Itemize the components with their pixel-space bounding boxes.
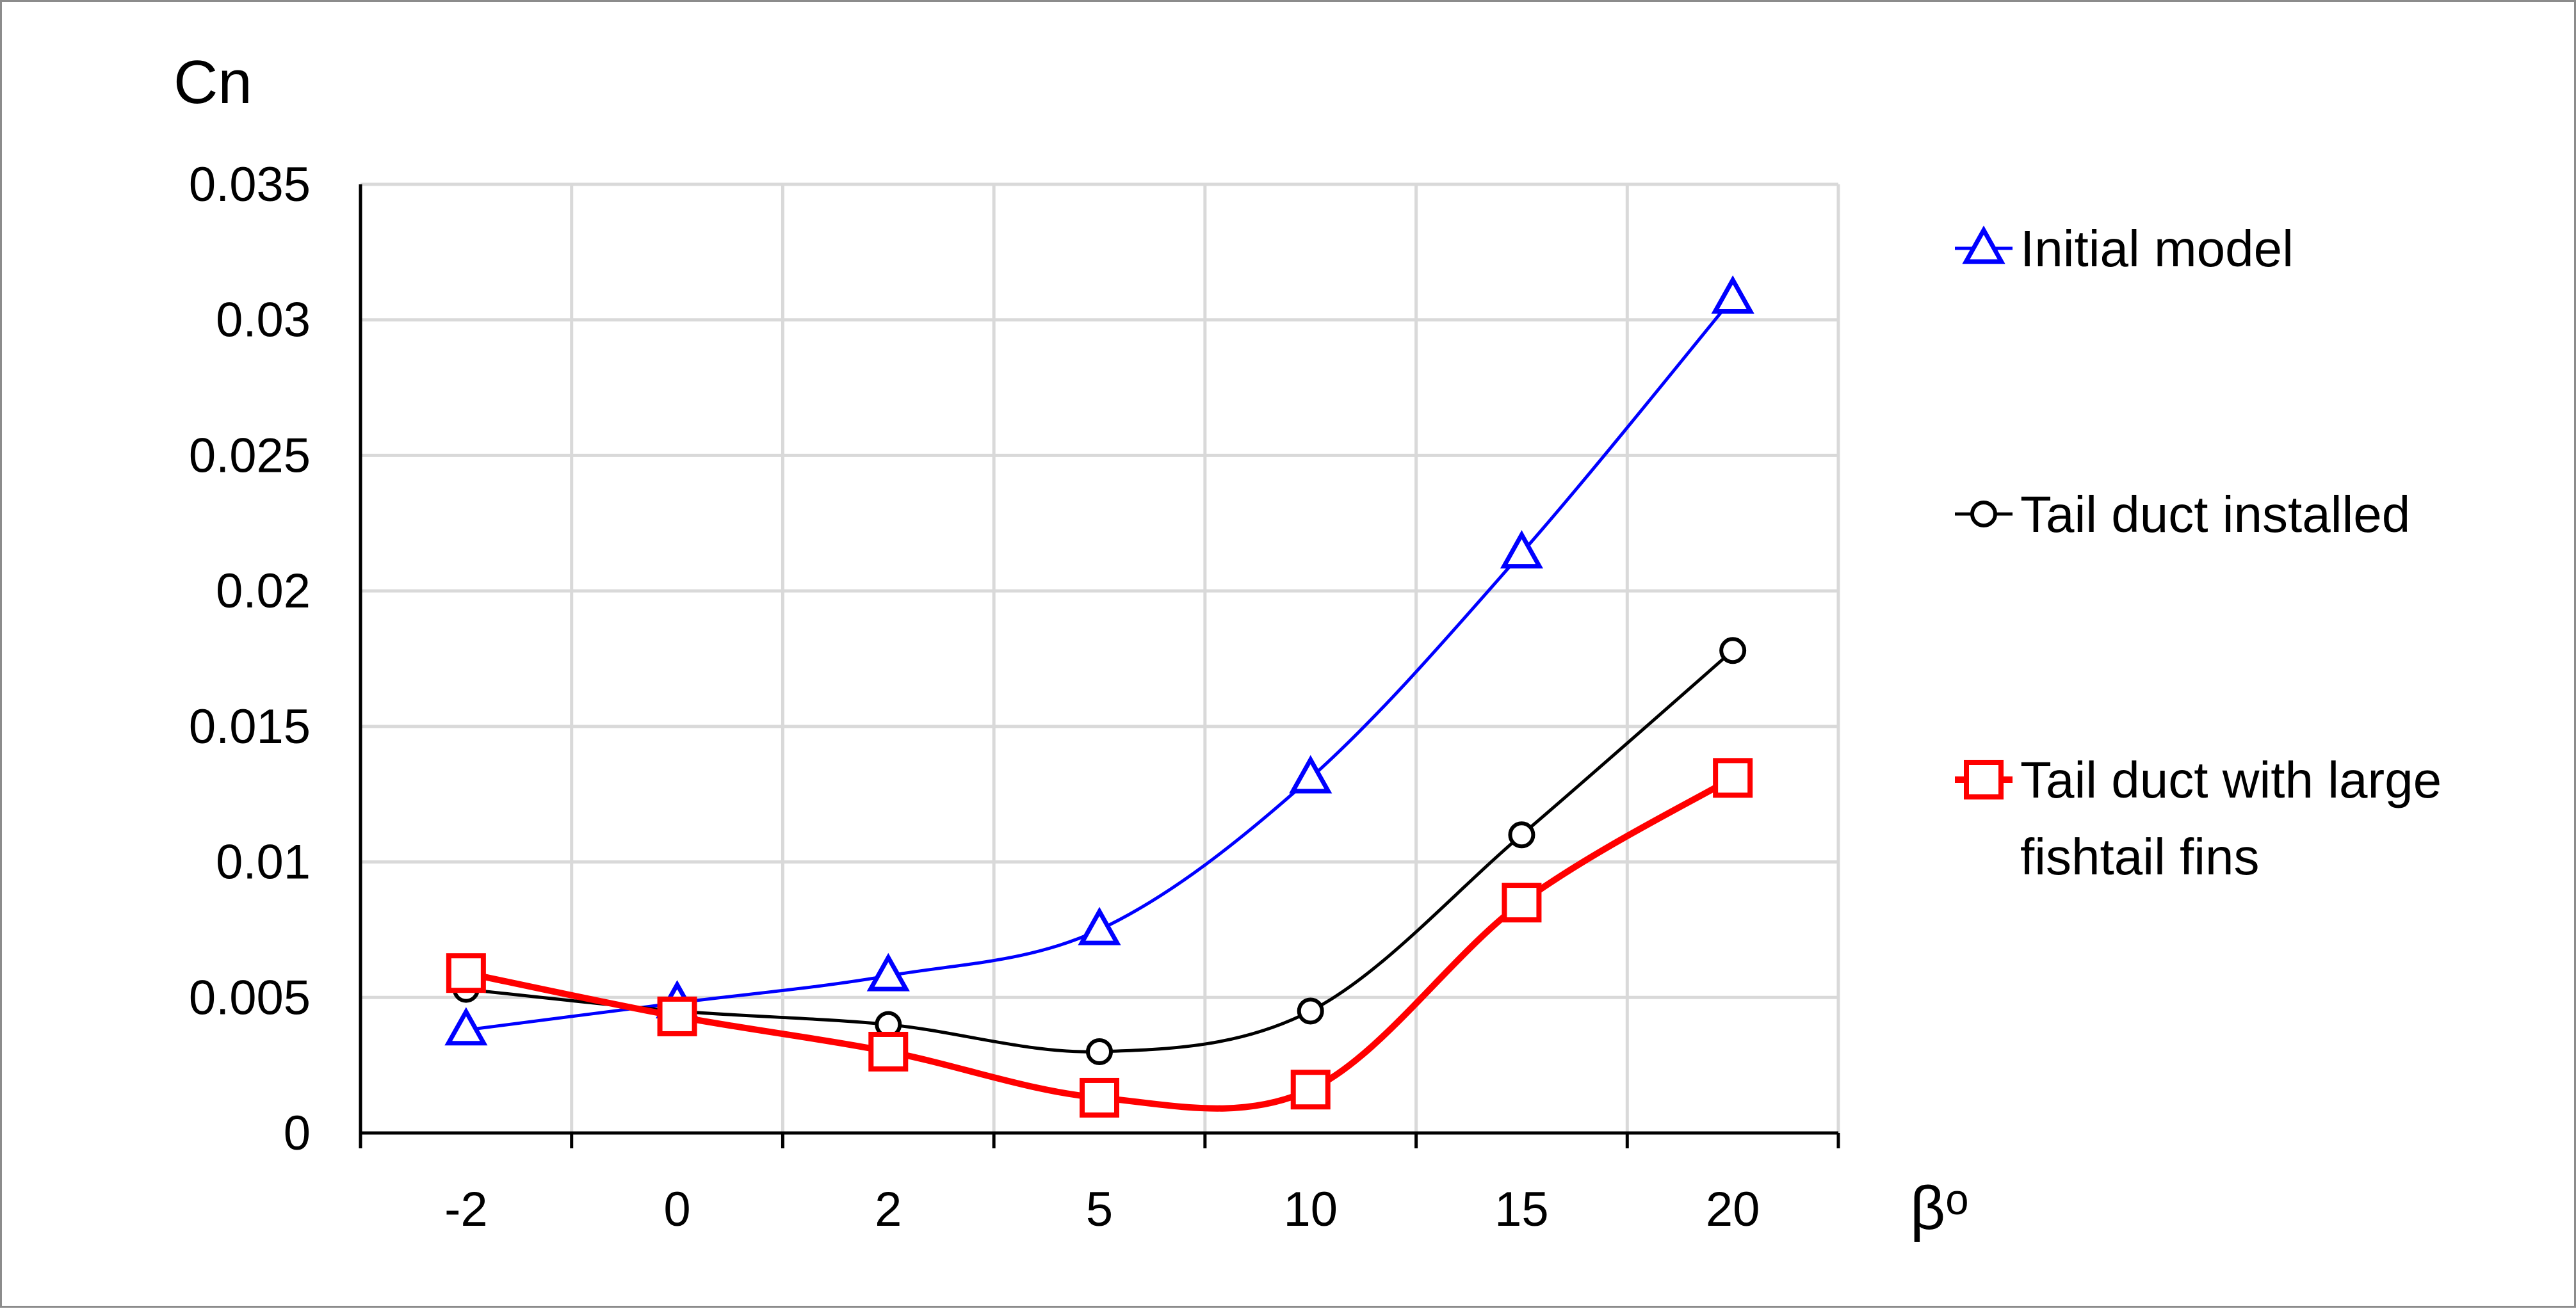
- legend-label: Tail duct with large fishtail fins: [2020, 751, 2442, 885]
- axis-layer: 0 0.005 0.01 0.015 0.02 0.025 0.03 0.035 -2 0 2 5 10…: [189, 157, 1840, 1237]
- data-point-triangle: [1500, 530, 1544, 569]
- data-point-square: [868, 1031, 909, 1072]
- data-point-square: [1290, 1070, 1331, 1110]
- data-point-square: [1713, 758, 1753, 798]
- data-point-triangle: [1078, 906, 1121, 945]
- x-tick-label: 10: [1283, 1182, 1338, 1237]
- data-point-circle: [1719, 637, 1747, 664]
- x-tick-label: 2: [875, 1182, 902, 1237]
- data-point-triangle: [1711, 275, 1754, 314]
- legend-marker: [1970, 501, 1997, 527]
- data-point-circle: [1086, 1038, 1113, 1065]
- y-tick-label: 0.005: [189, 970, 311, 1025]
- data-point-circle: [1508, 821, 1535, 849]
- series-line: [466, 649, 1734, 1054]
- y-tick-label: 0.025: [189, 428, 311, 483]
- legend-entry: Initial model: [1955, 220, 2294, 277]
- data-point-square: [657, 996, 697, 1036]
- y-tick-label: 0.03: [216, 293, 311, 348]
- legend-layer: Initial model Tail duct installed Tail duc…: [1955, 220, 2442, 885]
- y-tick-label: 0: [284, 1106, 311, 1160]
- data-point-square: [446, 953, 486, 993]
- legend-label: Tail duct installed: [2020, 486, 2410, 543]
- y-tick-label: 0.01: [216, 835, 311, 890]
- data-point-circle: [1297, 997, 1324, 1025]
- legend-entry: Tail duct installed: [1955, 486, 2410, 543]
- series-layer: [444, 275, 1754, 1118]
- legend-marker: [1962, 225, 2005, 264]
- series-circle: [452, 637, 1747, 1065]
- data-point-square: [1502, 883, 1542, 923]
- x-axis-title: βᵒ: [1910, 1174, 1968, 1242]
- series-triangle: [444, 275, 1754, 1046]
- legend-entry: Tail duct with large fishtail fins: [1955, 751, 2442, 885]
- y-tick-label: 0.015: [189, 700, 311, 754]
- x-tick-label: -2: [444, 1182, 488, 1237]
- data-point-square: [1080, 1077, 1119, 1118]
- legend-marker: [1964, 760, 2004, 799]
- series-square: [446, 758, 1753, 1118]
- x-tick-label: 15: [1495, 1182, 1549, 1237]
- data-point-triangle: [1289, 755, 1333, 794]
- legend-label: Initial model: [2020, 220, 2294, 277]
- y-tick-label: 0.02: [216, 564, 311, 618]
- data-point-triangle: [444, 1007, 488, 1046]
- data-point-triangle: [866, 952, 910, 992]
- grid-layer: [360, 182, 1840, 1133]
- x-tick-label: 5: [1086, 1182, 1113, 1237]
- x-tick-label: 20: [1706, 1182, 1760, 1237]
- y-axis-title: Cn: [174, 48, 252, 116]
- y-tick-label: 0.035: [189, 157, 311, 212]
- x-tick-label: 0: [663, 1182, 690, 1237]
